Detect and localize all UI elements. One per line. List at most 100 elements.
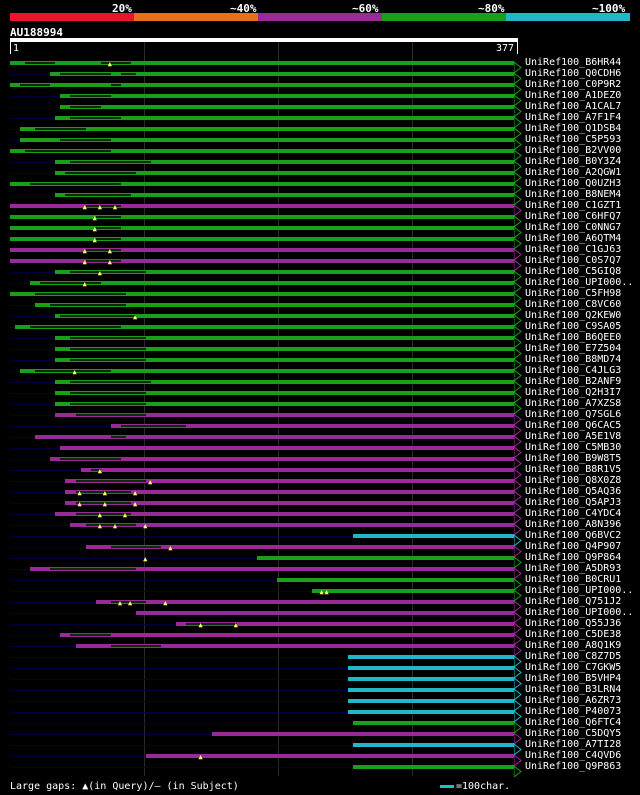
row-label-link[interactable]: UniRef100_C9SA05 [525, 321, 622, 332]
alignment-row[interactable]: UniRef100_B8NEM4 [0, 189, 640, 207]
alignment-row[interactable]: UniRef100_A7TI28 [0, 739, 640, 757]
alignment-row[interactable]: UniRef100_C5DE38 [0, 629, 640, 647]
alignment-row[interactable]: ▲ UniRef100_C6HFQ7 [0, 211, 640, 229]
alignment-row[interactable]: ▲ UniRef100_Q9P864 [0, 552, 640, 570]
alignment-row[interactable]: UniRef100_B6QEE0 [0, 332, 640, 350]
row-label-link[interactable]: UniRef100_Q2KEW0 [525, 310, 622, 321]
alignment-row[interactable]: UniRef100_A2QGW1 [0, 167, 640, 185]
alignment-row[interactable]: ▲ ▲ UniRef100_C4YDC4 [0, 508, 640, 526]
row-label-link[interactable]: UniRef100_Q2H3I7 [525, 387, 622, 398]
row-label-link[interactable]: UniRef100_A6QTM4 [525, 233, 622, 244]
alignment-row[interactable]: UniRef100_B2VV00 [0, 145, 640, 163]
row-label-link[interactable]: UniRef100_A7XZS8 [525, 398, 622, 409]
alignment-row[interactable]: ▲ ▲ UniRef100_C0S7Q7 [0, 255, 640, 273]
alignment-row[interactable]: ▲ ▲ ▲ UniRef100_Q5APJ3 [0, 497, 640, 515]
row-label-link[interactable]: UniRef100_A7F1F4 [525, 112, 622, 123]
alignment-row[interactable]: ▲ UniRef100_B6HR44 [0, 57, 640, 75]
alignment-row[interactable]: ▲ ▲ UniRef100_Q55J36 [0, 618, 640, 636]
alignment-row[interactable]: UniRef100_Q6CAC5 [0, 420, 640, 438]
alignment-row[interactable]: UniRef100_Q9P863 [0, 761, 640, 779]
alignment-row[interactable]: ▲ ▲ UniRef100_UPI000.. [0, 585, 640, 603]
row-label-link[interactable]: UniRef100_UPI000.. [525, 277, 634, 288]
row-label-link[interactable]: UniRef100_A1DEZ0 [525, 90, 622, 101]
alignment-row[interactable]: UniRef100_A7XZS8 [0, 398, 640, 416]
alignment-row[interactable]: UniRef100_C5DQY5 [0, 728, 640, 746]
row-label-link[interactable]: UniRef100_A8Q1K9 [525, 640, 622, 651]
alignment-row[interactable]: UniRef100_Q7SGL6 [0, 409, 640, 427]
row-label-link[interactable]: UniRef100_Q1DSB4 [525, 123, 622, 134]
alignment-row[interactable]: UniRef100_B3LRN4 [0, 684, 640, 702]
row-label-link[interactable]: UniRef100_UPI000.. [525, 607, 634, 618]
row-label-link[interactable]: UniRef100_C6HFQ7 [525, 211, 622, 222]
row-label-link[interactable]: UniRef100_A8N396 [525, 519, 622, 530]
row-label-link[interactable]: UniRef100_Q7SGL6 [525, 409, 622, 420]
alignment-row[interactable]: UniRef100_C5FH98 [0, 288, 640, 306]
alignment-row[interactable]: UniRef100_Q1DSB4 [0, 123, 640, 141]
row-label-link[interactable]: UniRef100_C5P593 [525, 134, 622, 145]
alignment-row[interactable]: UniRef100_C0P9R2 [0, 79, 640, 97]
alignment-row[interactable]: ▲ UniRef100_A6QTM4 [0, 233, 640, 251]
alignment-row[interactable]: UniRef100_B8MD74 [0, 354, 640, 372]
row-label-link[interactable]: UniRef100_Q6CAC5 [525, 420, 622, 431]
row-label-link[interactable]: UniRef100_Q5APJ3 [525, 497, 622, 508]
alignment-row[interactable]: UniRef100_C7GKW5 [0, 662, 640, 680]
row-label-link[interactable]: UniRef100_Q9P864 [525, 552, 622, 563]
alignment-row[interactable]: UniRef100_C5P593 [0, 134, 640, 152]
row-label-link[interactable]: UniRef100_C5MB30 [525, 442, 622, 453]
row-label-link[interactable]: UniRef100_B5VHP4 [525, 673, 622, 684]
alignment-row[interactable]: ▲ UniRef100_C0NNG7 [0, 222, 640, 240]
alignment-row[interactable]: ▲ ▲ UniRef100_C1GJ63 [0, 244, 640, 262]
row-label-link[interactable]: UniRef100_A7TI28 [525, 739, 622, 750]
row-label-link[interactable]: UniRef100_Q8X0Z8 [525, 475, 622, 486]
alignment-row[interactable]: UniRef100_Q6BVC2 [0, 530, 640, 548]
row-label-link[interactable]: UniRef100_C7GKW5 [525, 662, 622, 673]
row-label-link[interactable]: UniRef100_B8R1V5 [525, 464, 622, 475]
alignment-row[interactable]: UniRef100_Q0CDH6 [0, 68, 640, 86]
row-label-link[interactable]: UniRef100_Q0CDH6 [525, 68, 622, 79]
row-label-link[interactable]: UniRef100_P40073 [525, 706, 622, 717]
alignment-row[interactable]: ▲ ▲ ▲ UniRef100_C1GZT1 [0, 200, 640, 218]
alignment-row[interactable]: ▲ UniRef100_UPI000.. [0, 277, 640, 295]
row-label-link[interactable]: UniRef100_A5DR93 [525, 563, 622, 574]
row-label-link[interactable]: UniRef100_Q9P863 [525, 761, 622, 772]
row-label-link[interactable]: UniRef100_B2ANF9 [525, 376, 622, 387]
row-label-link[interactable]: UniRef100_B8NEM4 [525, 189, 622, 200]
row-label-link[interactable]: UniRef100_C4QVD6 [525, 750, 622, 761]
alignment-row[interactable]: UniRef100_A1DEZ0 [0, 90, 640, 108]
row-label-link[interactable]: UniRef100_UPI000.. [525, 585, 634, 596]
row-label-link[interactable]: UniRef100_Q5AQ36 [525, 486, 622, 497]
row-label-link[interactable]: UniRef100_B8MD74 [525, 354, 622, 365]
row-label-link[interactable]: UniRef100_B2VV00 [525, 145, 622, 156]
row-label-link[interactable]: UniRef100_C0P9R2 [525, 79, 622, 90]
row-label-link[interactable]: UniRef100_A6ZR73 [525, 695, 622, 706]
alignment-row[interactable]: UniRef100_E7Z504 [0, 343, 640, 361]
row-label-link[interactable]: UniRef100_B0Y3Z4 [525, 156, 622, 167]
alignment-row[interactable]: UniRef100_B0CRU1 [0, 574, 640, 592]
alignment-row[interactable]: UniRef100_C5MB30 [0, 442, 640, 460]
row-label-link[interactable]: UniRef100_A5E1V8 [525, 431, 622, 442]
alignment-row[interactable]: ▲ ▲ ▲ UniRef100_A8N396 [0, 519, 640, 537]
row-label-link[interactable]: UniRef100_B6QEE0 [525, 332, 622, 343]
alignment-row[interactable]: UniRef100_A5E1V8 [0, 431, 640, 449]
row-label-link[interactable]: UniRef100_B0CRU1 [525, 574, 622, 585]
alignment-row[interactable]: UniRef100_Q2H3I7 [0, 387, 640, 405]
row-label-link[interactable]: UniRef100_B3LRN4 [525, 684, 622, 695]
alignment-row[interactable]: UniRef100_P40073 [0, 706, 640, 724]
row-label-link[interactable]: UniRef100_C0NNG7 [525, 222, 622, 233]
row-label-link[interactable]: UniRef100_E7Z504 [525, 343, 622, 354]
row-label-link[interactable]: UniRef100_C4JLG3 [525, 365, 622, 376]
alignment-row[interactable]: ▲ UniRef100_C5GIQ8 [0, 266, 640, 284]
alignment-row[interactable]: UniRef100_C8VC60 [0, 299, 640, 317]
row-label-link[interactable]: UniRef100_C5DE38 [525, 629, 622, 640]
alignment-row[interactable]: UniRef100_B5VHP4 [0, 673, 640, 691]
alignment-row[interactable]: ▲ ▲ ▲ UniRef100_Q751J2 [0, 596, 640, 614]
alignment-row[interactable]: ▲ UniRef100_C4QVD6 [0, 750, 640, 768]
alignment-row[interactable]: UniRef100_C8Z7D5 [0, 651, 640, 669]
alignment-row[interactable]: UniRef100_B9W8T5 [0, 453, 640, 471]
alignment-row[interactable]: UniRef100_UPI000.. [0, 607, 640, 625]
row-label-link[interactable]: UniRef100_C5DQY5 [525, 728, 622, 739]
alignment-row[interactable]: UniRef100_Q0UZH3 [0, 178, 640, 196]
alignment-row[interactable]: UniRef100_Q6FTC4 [0, 717, 640, 735]
row-label-link[interactable]: UniRef100_C5GIQ8 [525, 266, 622, 277]
alignment-row[interactable]: ▲ UniRef100_Q4P907 [0, 541, 640, 559]
